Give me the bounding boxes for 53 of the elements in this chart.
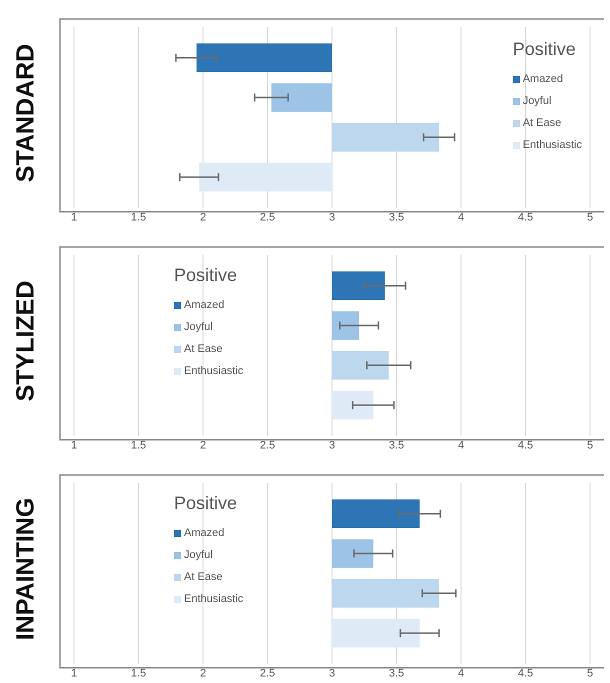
x-tick-label: 4.5 bbox=[518, 667, 534, 680]
bar bbox=[332, 390, 374, 420]
legend-label: Enthusiastic bbox=[522, 139, 582, 151]
x-tick-label: 1.5 bbox=[130, 439, 146, 452]
x-tick-label: 5 bbox=[586, 667, 594, 680]
x-tick-label: 3 bbox=[328, 439, 336, 452]
bar bbox=[332, 539, 374, 568]
legend-label: Amazed bbox=[184, 527, 224, 539]
text: INPAINTING bbox=[12, 498, 40, 640]
legend-label: At Ease bbox=[184, 343, 223, 355]
legend-title: Positive bbox=[174, 493, 238, 514]
bar bbox=[332, 311, 360, 340]
x-tick-label: 4 bbox=[458, 439, 464, 452]
x-tick-label: 3 bbox=[328, 211, 336, 224]
x-tick-label: 5 bbox=[586, 211, 594, 224]
x-tick-label: 2 bbox=[200, 667, 206, 680]
x-tick-label: 2 bbox=[200, 211, 206, 224]
x-tick-label: 3 bbox=[328, 667, 336, 680]
bar bbox=[332, 271, 385, 300]
bar bbox=[332, 578, 440, 608]
text: STANDARD bbox=[12, 44, 40, 182]
legend-label: Amazed bbox=[184, 299, 224, 311]
bar bbox=[332, 499, 420, 528]
bar bbox=[332, 618, 420, 648]
x-tick-label: 5 bbox=[586, 439, 594, 452]
x-tick-label: 2.5 bbox=[260, 439, 276, 452]
x-tick-label: 2.5 bbox=[260, 211, 276, 224]
bar bbox=[332, 350, 389, 380]
x-tick-label: 1 bbox=[70, 667, 78, 680]
legend-label: At Ease bbox=[184, 571, 223, 583]
x-tick-label: 3.5 bbox=[388, 667, 404, 680]
x-tick-label: 3.5 bbox=[388, 211, 404, 224]
x-tick-label: 4 bbox=[458, 667, 464, 680]
x-tick-label: 1 bbox=[70, 439, 78, 452]
legend-label: Joyful bbox=[522, 95, 552, 107]
legend-label: Enthusiastic bbox=[184, 365, 244, 377]
x-tick-label: 4.5 bbox=[518, 439, 534, 452]
x-tick-label: 1.5 bbox=[130, 211, 146, 224]
legend-title: Positive bbox=[174, 265, 238, 286]
legend-label: Joyful bbox=[184, 321, 213, 333]
x-tick-label: 4 bbox=[458, 211, 464, 224]
legend-label: Enthusiastic bbox=[184, 593, 244, 605]
legend-label: Joyful bbox=[184, 549, 213, 561]
x-tick-label: 2.5 bbox=[260, 667, 276, 680]
legend-label: At Ease bbox=[522, 117, 562, 129]
x-tick-label: 3.5 bbox=[388, 439, 404, 452]
x-tick-label: 1 bbox=[70, 211, 78, 224]
x-tick-label: 4.5 bbox=[518, 211, 534, 224]
text: STYLIZED bbox=[12, 280, 40, 402]
x-tick-label: 2 bbox=[200, 439, 206, 452]
x-tick-label: 1.5 bbox=[130, 667, 146, 680]
legend-label: Amazed bbox=[522, 73, 564, 85]
legend-title: Positive bbox=[512, 39, 577, 60]
